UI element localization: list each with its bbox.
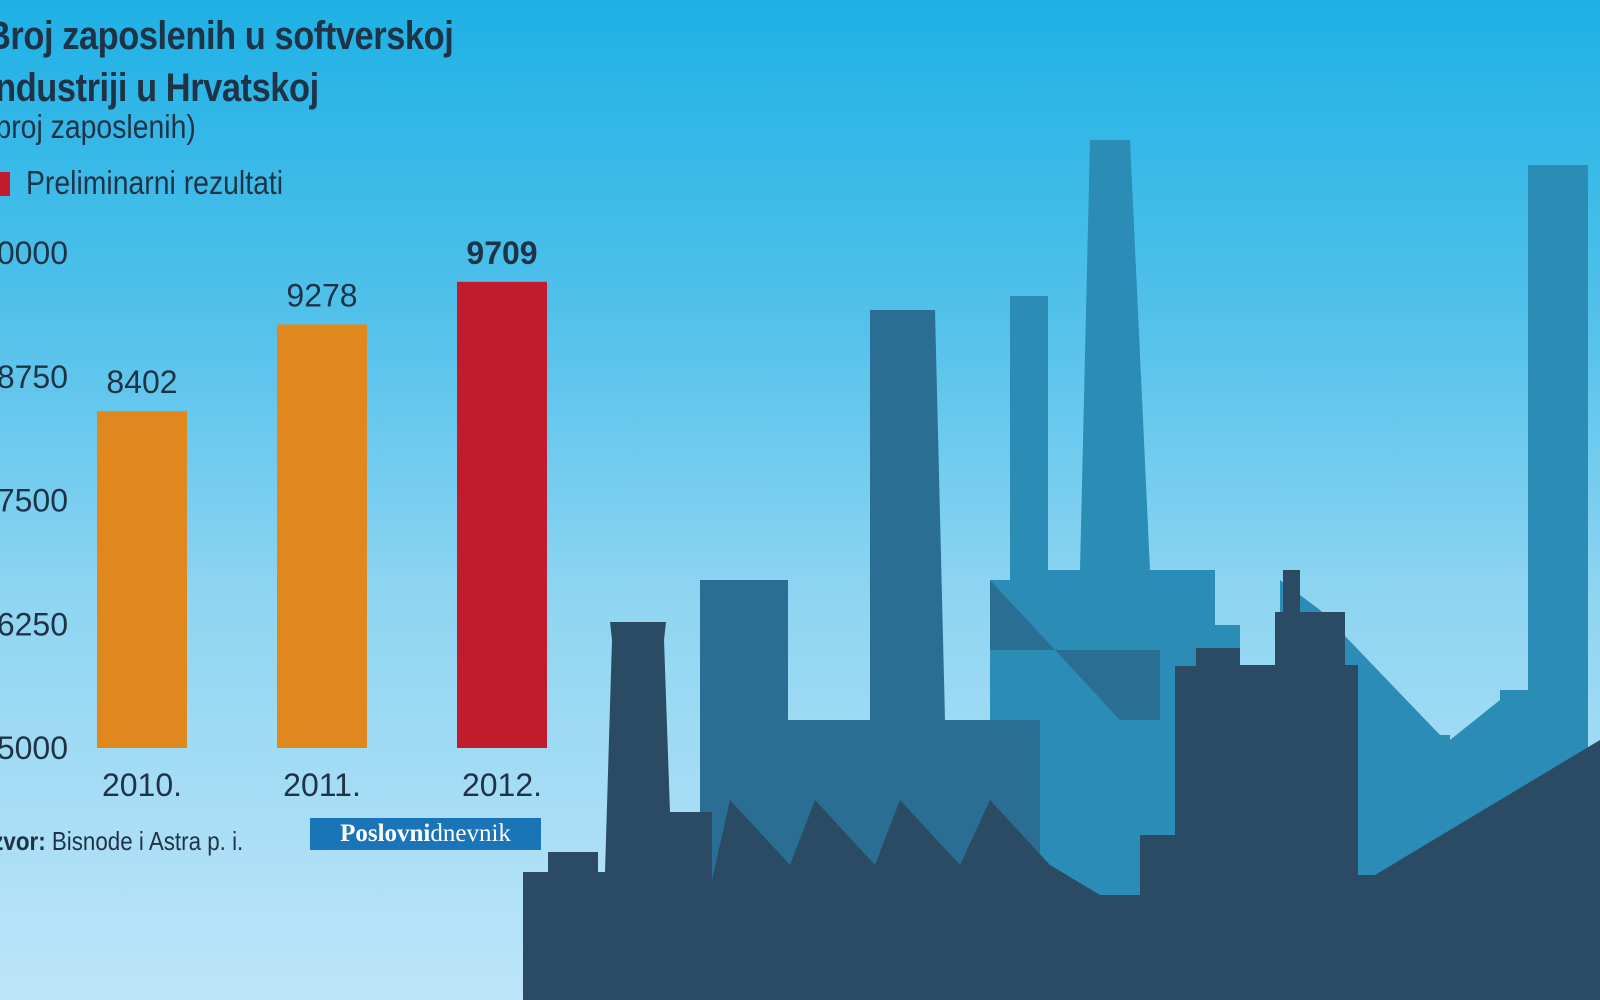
logo-word-regular: dnevnik — [430, 820, 511, 847]
x-tick-label: 2011. — [283, 767, 361, 800]
bar-2012 — [457, 281, 547, 748]
y-tick-label: 6250 — [0, 606, 68, 642]
source-text: Bisnode i Astra p. i. — [51, 826, 244, 856]
logo-word-bold: Poslovni — [340, 820, 431, 847]
data-label: 8402 — [106, 364, 177, 400]
chart-title: Broj zaposlenih u softverskoj industriji… — [0, 10, 554, 114]
y-tick-label: 5000 — [0, 730, 68, 766]
bar-2010 — [97, 411, 187, 748]
source-note: Izvor: Bisnode i Astra p. i. — [0, 826, 243, 857]
y-tick-label: 10000 — [0, 235, 68, 271]
x-tick-label: 2010. — [102, 767, 182, 800]
bar-2011 — [277, 324, 367, 748]
legend-swatch — [0, 172, 10, 196]
legend-label: Preliminarni rezultati — [26, 164, 284, 201]
chart-subtitle: (broj zaposlenih) — [0, 108, 196, 145]
x-tick-label: 2012. — [462, 767, 542, 800]
data-label: 9709 — [466, 235, 537, 271]
data-label: 9278 — [286, 277, 357, 313]
y-tick-label: 8750 — [0, 359, 68, 395]
chart-title-line-2: industriji u Hrvatskoj — [0, 66, 319, 110]
source-label: Izvor: — [0, 826, 46, 856]
chart-title-line-1: Broj zaposlenih u softverskoj — [0, 14, 454, 58]
bar-chart: 5000 6250 7500 8750 10000 8402 2010. 9278 2011. 9… — [0, 235, 547, 800]
y-tick-label: 7500 — [0, 483, 68, 519]
publisher-logo: Poslovnidnevnik — [310, 818, 541, 850]
